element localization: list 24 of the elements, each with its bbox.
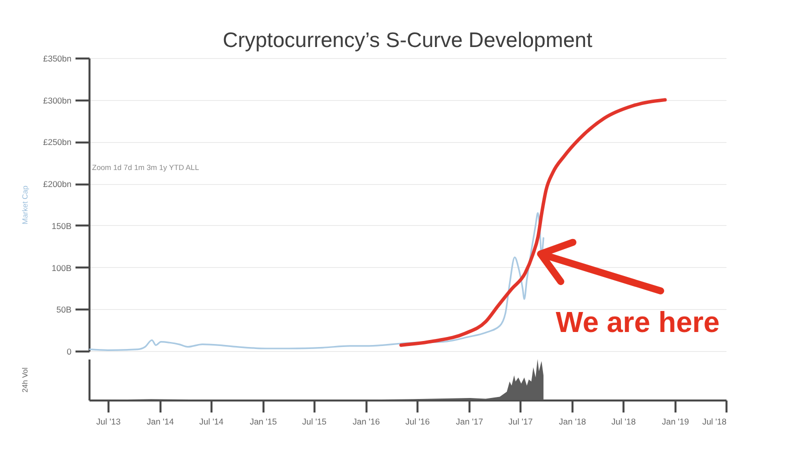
chart-title: Cryptocurrency’s S-Curve Development: [222, 29, 592, 52]
x-tick-label: Jul '17: [508, 416, 533, 426]
x-tick-label: Jul '13: [96, 416, 121, 426]
x-tick-label: Jul '18: [611, 416, 636, 426]
x-tick-label: Jan '16: [352, 416, 380, 426]
x-tick-label: Jul '18: [702, 416, 727, 426]
y-tick-label: 150B: [52, 220, 72, 231]
x-tick-label: Jan '17: [456, 416, 484, 426]
x-tick-label: Jul '15: [302, 416, 327, 426]
y-tick-label: £250bn: [43, 137, 72, 148]
y-tick-label: £300bn: [43, 95, 72, 106]
x-tick-label: Jan '18: [558, 416, 586, 426]
x-tick-label: Jul '14: [199, 416, 224, 426]
x-tick-label: Jan '19: [662, 416, 690, 426]
x-tick-label: Jul '16: [405, 416, 430, 426]
annotation: We are here: [556, 306, 720, 339]
x-tick-label: Jan '15: [250, 416, 278, 426]
y-tick-label: 50B: [56, 304, 72, 315]
x-tick-label: Jan '14: [146, 416, 174, 426]
y-tick-label: £350bn: [43, 54, 72, 64]
line-series: [89, 212, 544, 351]
y-tick-label: £200bn: [43, 179, 72, 190]
y-tick-label: 0: [66, 346, 72, 356]
y-tick-label: 100B: [52, 262, 72, 273]
